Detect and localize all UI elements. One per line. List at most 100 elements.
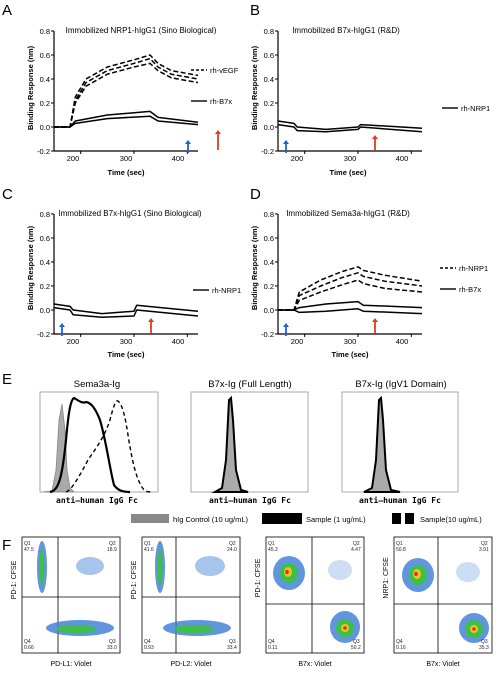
quadrant-value: 47.5 [24, 547, 34, 553]
y-tick-label: -0.2 [261, 147, 274, 156]
sample-1-histogram [49, 396, 131, 494]
dotplot-xlabel: B7x: Violet [426, 661, 459, 668]
panel-letter-f: F [2, 537, 11, 554]
cell-cluster-core [157, 549, 163, 585]
quadrant-value: 0.66 [24, 645, 34, 651]
cell-cluster [328, 560, 352, 580]
quadrant-value: 33.4 [227, 645, 237, 651]
y-tick-label: 0.4 [264, 258, 274, 267]
cell-cluster-peak [285, 569, 289, 575]
series-line [278, 308, 423, 315]
legend-label: rh-NRP1 [461, 104, 490, 113]
y-tick-label: -0.2 [37, 147, 50, 156]
legend-label: rh-NRP1 [212, 286, 241, 295]
quadrant-label: Q1 [396, 541, 403, 547]
y-tick-label: 0.8 [264, 210, 274, 219]
series-line [54, 110, 199, 128]
quadrant-label: Q3 [229, 639, 236, 645]
y-tick-label: 0.4 [40, 75, 50, 84]
binding-charts [51, 30, 423, 337]
x-tick-label: 400 [172, 154, 185, 163]
sample-10-histogram [65, 400, 153, 493]
histogram-frame [39, 391, 159, 493]
binding-chart [275, 213, 423, 337]
histogram-title: B7x-Ig (IgV1 Domain) [355, 379, 446, 390]
y-tick-label: -0.2 [37, 330, 50, 339]
panel-a-title: Immobilized NRP1-hIgG1 (Sino Biological) [66, 26, 217, 35]
quadrant-value: 33.0 [107, 645, 117, 651]
panel-d-xlabel: Time (sec) [332, 350, 369, 359]
quadrant-label: Q4 [396, 639, 403, 645]
y-tick-label: 0.2 [264, 282, 274, 291]
histogram-title: Sema3a-Ig [74, 379, 120, 390]
cell-cluster [76, 557, 104, 575]
y-tick-label: 0.6 [264, 51, 274, 60]
quadrant-value: 4.47 [351, 547, 361, 553]
quadrant-value: 0.16 [396, 645, 406, 651]
quadrant-label: Q2 [353, 541, 360, 547]
legend-swatch-sample-1 [262, 513, 302, 524]
histogram-xlabel: anti–human IgG Fc [56, 495, 138, 505]
legend-swatch-sample-10 [405, 513, 414, 524]
association-arrowhead [185, 140, 191, 144]
x-tick-label: 300 [344, 337, 357, 346]
quadrant-label: Q4 [268, 639, 275, 645]
histogram-xlabel: anti–human IgG Fc [359, 495, 441, 505]
dotplot-xlabel: PD-L2: Violet [170, 661, 211, 668]
series-line [53, 303, 199, 315]
dotplot-ylabel: NRP1: CFSE [383, 557, 390, 599]
flow-dotplot: Q1 41.6 Q2 24.0 Q4 0.93 Q3 33.4 PD-1: CF… [131, 536, 241, 668]
y-tick-label: 0.8 [40, 27, 50, 36]
panel-c-title: Immobilized B7x-hIgG1 (Sino Biological) [58, 209, 202, 218]
panel-c-ylabel: Binding Response (nm) [26, 225, 35, 310]
y-tick-label: 0.6 [40, 234, 50, 243]
x-tick-label: 200 [291, 154, 304, 163]
quadrant-label: Q3 [481, 639, 488, 645]
y-tick-label: 0.2 [264, 99, 274, 108]
histogram-frame [190, 391, 309, 493]
quadrant-value: 35.3 [479, 645, 489, 651]
series-line [278, 279, 423, 311]
overlay-histogram [363, 395, 401, 493]
cell-cluster-core [174, 625, 214, 633]
association-arrowhead [283, 140, 289, 144]
panel-c-xlabel: Time (sec) [108, 350, 145, 359]
panel-letter-d: D [250, 186, 261, 203]
cell-cluster-peak [343, 626, 347, 630]
histogram-xlabel: anti–human IgG Fc [209, 495, 291, 505]
series-line [278, 266, 423, 311]
y-tick-label: 0.0 [264, 306, 274, 315]
cell-cluster-peak [414, 571, 418, 577]
panel-letter-a: A [2, 2, 12, 19]
quadrant-label: Q3 [109, 639, 116, 645]
legend-label: rh-B7x [459, 285, 481, 294]
panel-b-title: Immobilized B7x-hIgG1 (R&D) [292, 26, 400, 35]
quadrant-value: 45.2 [268, 547, 278, 553]
x-tick-label: 300 [344, 154, 357, 163]
legend-swatch-control [131, 514, 169, 523]
x-tick-label: 400 [396, 337, 409, 346]
dotplot-xlabel: PD-L1: Violet [50, 661, 91, 668]
legend-label: rh-B7x [210, 97, 232, 106]
x-tick-label: 300 [120, 337, 133, 346]
cell-cluster-peak [472, 627, 476, 631]
quadrant-label: Q2 [481, 541, 488, 547]
quadrant-label: Q1 [24, 541, 31, 547]
y-tick-label: -0.2 [261, 330, 274, 339]
dotplot-ylabel: PD-1: CFSE [11, 560, 18, 599]
panel-d-title: Immobilized Sema3a-hIgG1 (R&D) [286, 209, 410, 218]
quadrant-label: Q2 [229, 541, 236, 547]
quadrant-label: Q4 [24, 639, 31, 645]
quadrant-value: 3.91 [479, 547, 489, 553]
panel-a-xlabel: Time (sec) [108, 168, 145, 177]
panel-letter-b: B [250, 2, 260, 19]
series-line [277, 123, 423, 133]
legend-label: Sample(10 ug/mL) [420, 515, 482, 524]
legend-label: rh-NRP1 [459, 264, 488, 273]
y-tick-label: 0.6 [40, 51, 50, 60]
legend-swatch-sample-10 [392, 513, 401, 524]
y-tick-label: 0.4 [264, 75, 274, 84]
panel-c: C Immobilized B7x-hIgG1 (Sino Biological… [2, 186, 241, 359]
x-tick-label: 200 [291, 337, 304, 346]
x-tick-label: 300 [120, 154, 133, 163]
